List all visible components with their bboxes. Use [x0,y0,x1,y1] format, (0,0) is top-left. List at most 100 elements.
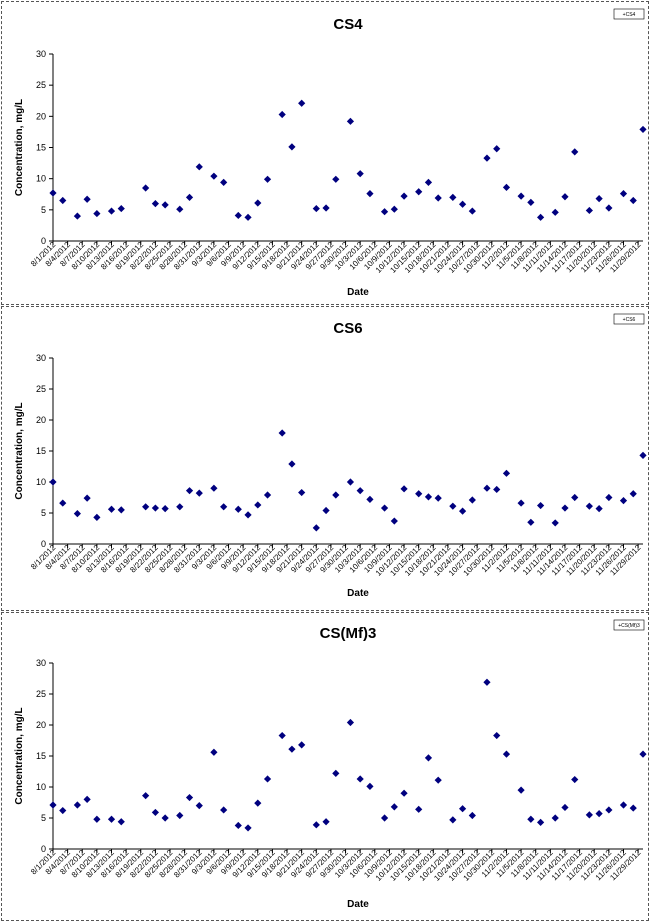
data-point [366,495,374,503]
data-point [434,776,442,784]
data-point [619,190,628,198]
data-point [493,145,501,153]
data-series [49,429,647,532]
y-tick-label: 5 [41,508,46,518]
data-point [176,205,184,213]
data-point [176,503,184,511]
data-point [244,511,252,519]
data-point [400,789,408,797]
data-point [161,814,169,822]
data-point [415,490,423,498]
data-point [415,188,423,196]
data-point [254,501,262,509]
data-point [117,818,125,826]
data-point [561,803,569,812]
data-point [346,117,355,125]
data-point [551,519,559,527]
data-point [332,175,340,183]
data-point [619,497,628,505]
y-tick-label: 0 [41,539,46,549]
chart-svg-csmf3: CS(Mf)3 +CS(Mf)30510152025308/1/20128/4/2… [14,619,647,910]
data-point [449,502,457,510]
chart-panel-cs4: CS4 +CS4 0 5 10 15 20 25 30 8/1/2012 8/4/2012 8/7/2… [1,1,649,305]
data-point [400,485,408,493]
y-tick-label: 0 [41,236,46,246]
data-point [220,503,228,511]
data-point [73,510,81,518]
data-point [527,198,535,206]
data-point [73,801,81,809]
data-point [234,211,242,220]
y-tick-label: 30 [36,49,46,59]
data-point [424,493,433,501]
data-point [298,741,306,749]
data-point [517,499,525,507]
data-point [93,513,101,521]
data-point [561,193,569,201]
data-point [468,496,476,504]
data-point [380,814,389,822]
data-point [322,506,330,515]
data-point [502,750,511,758]
chart-svg-cs6: CS6 +CS60510152025308/1/20128/4/20128/7/2… [14,313,647,599]
data-point [322,818,330,826]
data-point [629,804,637,812]
data-point [59,499,67,507]
data-point [254,199,262,207]
data-point [151,504,159,512]
data-point [195,802,203,810]
data-point [366,190,374,198]
y-tick-label: 30 [36,658,46,668]
data-point [585,502,593,510]
data-point [517,786,525,794]
data-point [585,811,593,819]
data-point [502,183,511,191]
data-point [502,469,511,477]
y-axis-title: Concentration, mg/L [14,707,25,804]
y-tick-label: 15 [36,446,46,456]
data-point [288,745,296,753]
data-point [639,451,647,459]
data-point [380,504,389,512]
data-point [537,818,545,826]
data-point [244,824,252,832]
data-point [449,193,457,201]
data-point [210,172,218,180]
data-point [356,775,364,783]
data-point [312,821,320,829]
data-point [415,805,423,813]
data-point [561,504,569,512]
data-point [449,816,457,824]
data-point [483,484,491,492]
data-point [142,792,150,800]
data-point [288,460,296,468]
data-point [59,196,67,205]
data-point [234,505,242,513]
x-axis-title: Date [347,588,369,599]
data-point [595,810,603,818]
data-point [93,209,101,218]
data-point [83,195,91,203]
data-point [493,485,501,494]
data-point [585,206,593,215]
y-tick-label: 5 [41,205,46,215]
data-point [366,782,374,790]
data-point [390,517,398,525]
data-series [49,678,647,832]
data-point [551,814,559,822]
data-point [629,490,637,498]
legend-box [613,8,645,20]
data-point [176,811,184,820]
data-point [49,478,57,486]
data-point [639,125,647,134]
legend-box [613,313,645,325]
data-point [161,201,169,209]
data-point [527,815,535,823]
data-point [107,815,116,823]
data-point [142,184,150,192]
y-tick-label: 20 [36,415,46,425]
data-point [595,195,603,203]
data-point [571,148,579,156]
data-point [346,478,355,486]
data-point [424,178,433,187]
